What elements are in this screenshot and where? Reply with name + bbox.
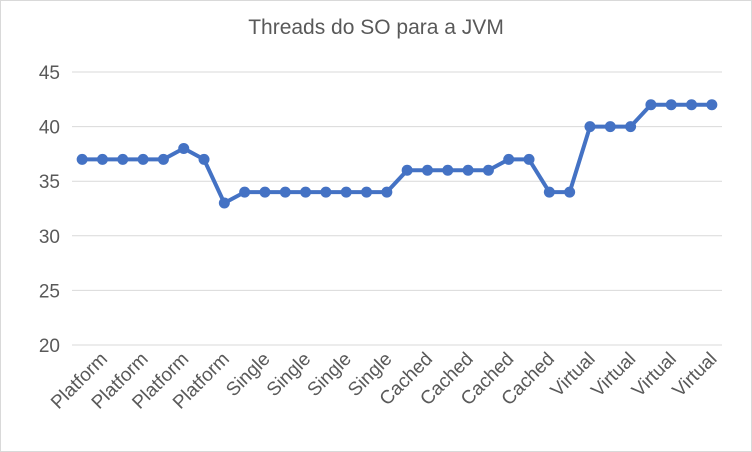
- data-point: [76, 153, 88, 165]
- data-point: [178, 142, 190, 154]
- data-point: [665, 99, 677, 111]
- data-point: [442, 164, 454, 176]
- data-point: [543, 186, 555, 198]
- y-tick-label: 35: [39, 172, 60, 193]
- x-tick-label: Virtual: [669, 349, 722, 402]
- y-tick-label: 40: [39, 118, 60, 139]
- data-point: [239, 186, 251, 198]
- data-point: [503, 153, 515, 165]
- data-point: [320, 186, 332, 198]
- data-point: [137, 153, 149, 165]
- data-point: [421, 164, 433, 176]
- data-point: [401, 164, 413, 176]
- x-tick-label: Virtual: [547, 349, 600, 402]
- data-point: [117, 153, 129, 165]
- data-point: [381, 186, 393, 198]
- data-point: [706, 99, 718, 111]
- data-point: [279, 186, 291, 198]
- data-point: [584, 121, 596, 133]
- chart-title: Threads do SO para a JVM: [248, 16, 504, 39]
- data-point: [686, 99, 698, 111]
- data-point: [157, 153, 169, 165]
- data-point: [198, 153, 210, 165]
- data-point: [482, 164, 494, 176]
- data-point: [564, 186, 576, 198]
- data-point: [523, 153, 535, 165]
- y-tick-label: 45: [39, 63, 60, 84]
- x-tick-label: Virtual: [587, 349, 640, 402]
- x-tick-label: Single: [222, 349, 274, 401]
- x-tick-label: Single: [304, 349, 356, 401]
- y-tick-label: 20: [39, 336, 60, 357]
- data-point: [96, 153, 108, 165]
- data-point: [259, 186, 271, 198]
- data-point: [645, 99, 657, 111]
- x-tick-label: Single: [263, 349, 315, 401]
- data-point: [625, 121, 637, 133]
- data-point: [218, 197, 230, 209]
- data-point: [340, 186, 352, 198]
- data-point: [462, 164, 474, 176]
- series-line: [80, 102, 714, 205]
- x-tick-label: Virtual: [628, 349, 681, 402]
- data-point: [604, 121, 616, 133]
- y-tick-label: 30: [39, 227, 60, 248]
- data-point: [361, 186, 373, 198]
- data-point: [300, 186, 312, 198]
- y-tick-label: 25: [39, 281, 60, 302]
